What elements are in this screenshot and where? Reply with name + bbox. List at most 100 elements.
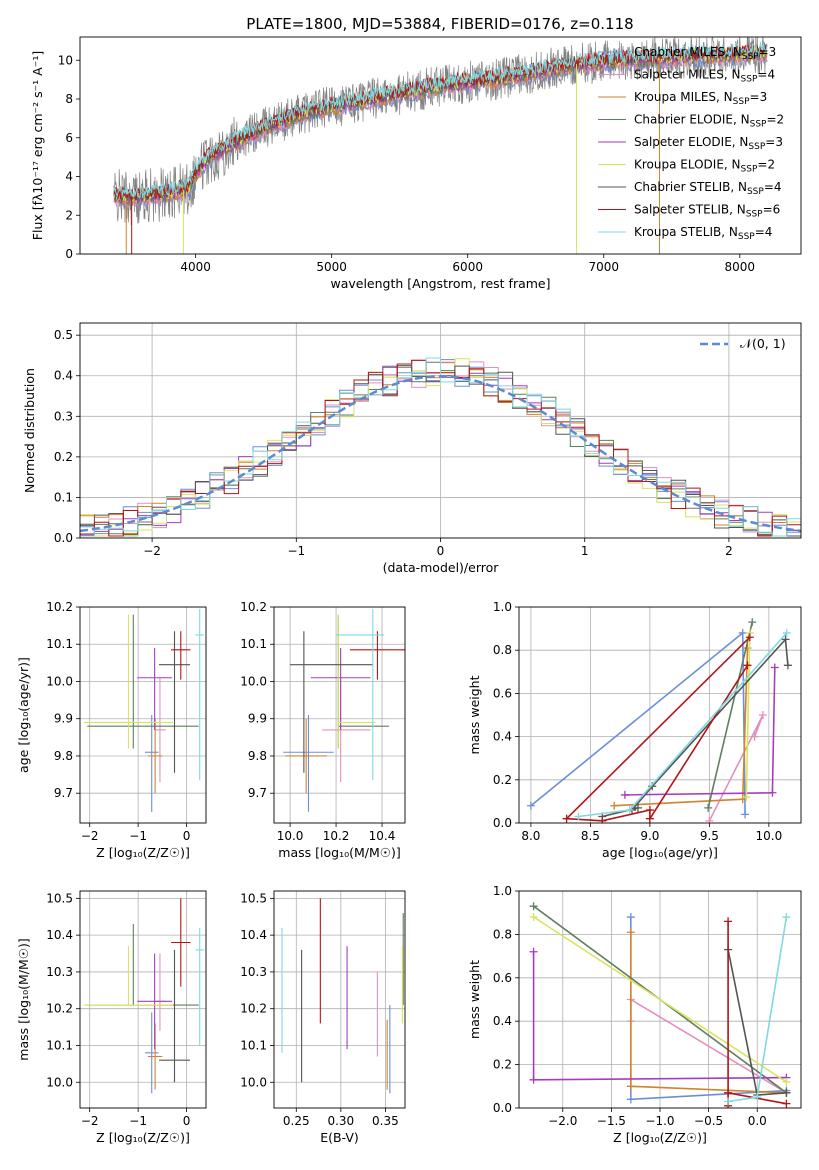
error-bar-point (337, 614, 376, 749)
y-tick-label: 10.1 (240, 1038, 267, 1052)
legend-entry: Kroupa ELODIE, NSSP=2 (634, 158, 775, 175)
x-tick-label: −2.0 (548, 1114, 577, 1128)
mass-weight-marker (758, 711, 767, 719)
legend-value: =4 (764, 180, 782, 194)
legend-subscript: SSP (741, 75, 758, 85)
axes-frame (79, 36, 802, 255)
y-tick-label: 10.2 (46, 600, 73, 614)
legend-subscript: SSP (733, 97, 750, 107)
error-bar-point (158, 631, 191, 773)
x-tick-label: 1 (581, 544, 589, 558)
x-tick-label: 10.0 (756, 829, 783, 843)
legend-entry: Salpeter STELIB, NSSP=6 (634, 203, 780, 220)
legend-subscript: SSP (747, 187, 764, 197)
mass-weight-marker (748, 618, 757, 627)
x-tick-label: 10.2 (323, 829, 350, 843)
legend-entry: Salpeter ELODIE, NSSP=3 (634, 135, 783, 152)
legend-subscript: SSP (746, 210, 763, 220)
y-tick-label: 10.5 (46, 891, 73, 905)
x-tick-label: 8.0 (521, 829, 540, 843)
plot-area (80, 607, 206, 823)
y-tick-label: 0.2 (54, 450, 73, 464)
x-tick-label: 0 (183, 829, 191, 843)
error-bar-point (144, 1012, 159, 1094)
axes-frame (79, 322, 802, 539)
x-tick-label: 0.30 (327, 1114, 354, 1128)
mass-weight-marker (562, 814, 571, 823)
mass-weight-line (707, 621, 753, 809)
axes-frame (79, 606, 207, 824)
legend-subscript: SSP (742, 52, 759, 62)
error-bar-point (144, 715, 159, 812)
legend-subscript: SSP (750, 120, 767, 130)
panel-7: 0.25 0.30 0.35 10.0 10.1 10.2 10.3 10.4 10.5 E(B-… (240, 890, 406, 1145)
error-bar-point (158, 949, 191, 1083)
y-axis-label: Normed distribution (22, 368, 37, 493)
mass-weight-marker (742, 793, 751, 802)
axes-frame (518, 606, 802, 824)
y-tick-label: 9.8 (54, 749, 73, 763)
error-bar-point (154, 677, 166, 783)
panel-3: −2 −1 0 9.7 9.8 9.9 10.0 10.1 10.2 Z [log₁₀(Z/Z☉)… (16, 600, 207, 860)
mass-weight-marker (625, 806, 634, 815)
error-bar-point (195, 608, 205, 781)
x-tick-label: −1.0 (645, 1114, 674, 1128)
legend-entry: Salpeter MILES, NSSP=4 (634, 68, 775, 85)
y-tick-label: 10.0 (240, 674, 267, 688)
x-tick-label: −2 (143, 544, 161, 558)
y-tick-label: 0.6 (493, 686, 512, 700)
y-tick-label: 9.9 (54, 712, 73, 726)
legend-subscript: SSP (748, 142, 765, 152)
spectrum-model-line (113, 42, 768, 203)
mass-weight-line (533, 916, 787, 1083)
mass-weight-marker (750, 732, 759, 741)
legend-value: =4 (757, 68, 775, 82)
error-bar-point (310, 647, 371, 730)
error-bar-point (147, 718, 163, 794)
mass-weight-marker (645, 814, 654, 823)
mass-weight-marker (741, 810, 750, 819)
legend-value: =3 (765, 135, 783, 149)
y-tick-label: 4 (65, 170, 73, 184)
x-tick-label: 8.5 (581, 829, 600, 843)
y-tick-label: 10.3 (240, 965, 267, 979)
mass-weight-marker (598, 816, 607, 823)
legend-label: Kroupa STELIB, N (634, 225, 738, 239)
y-tick-label: 0.4 (54, 369, 73, 383)
y-tick-label: 10.4 (240, 928, 267, 942)
plot-area (80, 323, 801, 538)
y-tick-label: 10.0 (240, 1075, 267, 1089)
panel-4: 10.0 10.2 10.4 9.7 9.8 9.9 10.0 10.1 10.2 mass [l… (240, 600, 406, 860)
panel-8: −2.0 −1.5 −1.0 −0.5 0.0 0.0 0.2 0.4 0.6 0.8 1.0 Z [… (467, 884, 802, 1145)
legend-label: Salpeter ELODIE, N (634, 135, 748, 149)
x-tick-label: 5000 (316, 260, 347, 274)
x-axis-label: wavelength [Angstrom, rest frame] (330, 276, 550, 291)
y-tick-label: 0.0 (493, 1101, 512, 1115)
axes-frame (273, 606, 406, 824)
x-tick-label: 7000 (588, 260, 619, 274)
error-bar-point (290, 631, 373, 773)
x-axis-label: Z [log₁₀(Z/Z☉)] (96, 1130, 190, 1145)
x-tick-label: 9.0 (640, 829, 659, 843)
y-tick-label: 0.4 (493, 1014, 512, 1028)
x-tick-label: 10.0 (277, 829, 304, 843)
axes-frame (518, 890, 802, 1109)
x-tick-label: 9.5 (700, 829, 719, 843)
y-tick-label: 1.0 (493, 884, 512, 898)
error-bar-point (171, 898, 191, 987)
y-axis-label: mass weight (467, 675, 482, 754)
plot-area (274, 891, 405, 1108)
y-tick-label: 0.4 (493, 730, 512, 744)
mass-weight-marker (529, 1075, 538, 1084)
y-tick-label: 10.1 (46, 1038, 73, 1052)
spectrum-model-line (113, 43, 768, 201)
mass-weight-marker (724, 917, 733, 926)
x-tick-label: 0.35 (372, 1114, 399, 1128)
x-axis-label: (data-model)/error (383, 560, 500, 575)
mass-weight-marker (626, 1082, 635, 1091)
legend-subscript: SSP (738, 232, 755, 242)
mass-weight-marker (626, 913, 635, 922)
y-axis-label: age [log₁₀(age/yr)] (16, 657, 31, 773)
mass-weight-marker (626, 928, 635, 937)
